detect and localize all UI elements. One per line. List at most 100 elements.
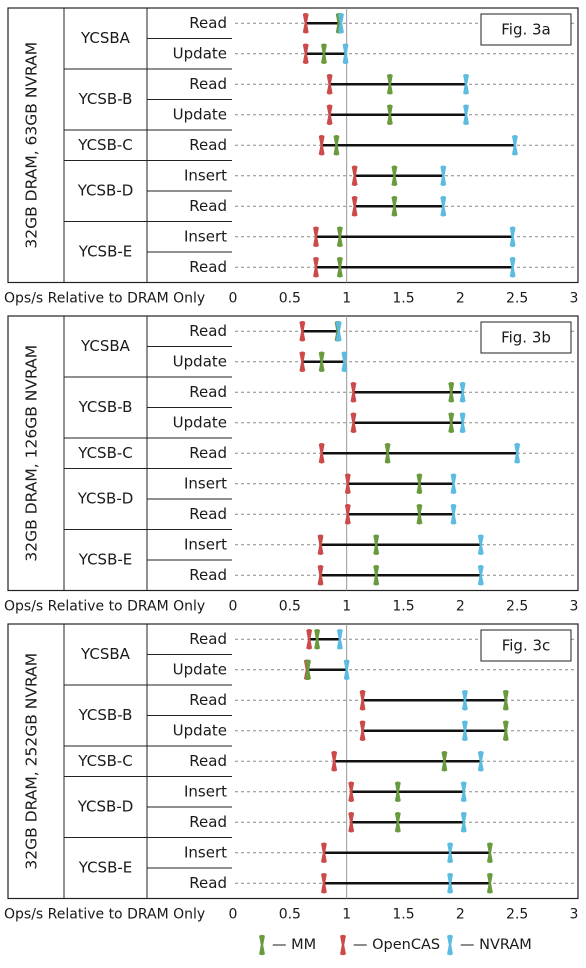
operation-label: Read	[189, 75, 227, 93]
mm-marker	[384, 442, 391, 464]
operation-label: Insert	[184, 227, 227, 245]
opencas-marker	[348, 811, 355, 833]
x-tick-label: 3	[570, 599, 579, 615]
chart-panel-3: 32GB DRAM, 252GB NVRAM YCSBA YCSB-B YCSB-C Y…	[4, 623, 579, 923]
x-tick-label: 1	[342, 907, 351, 923]
group-label: 32GB DRAM, 126GB NVRAM	[23, 345, 41, 562]
operation-label: Insert	[184, 535, 227, 553]
nvram-marker	[477, 564, 484, 586]
x-tick-label: 1	[342, 599, 351, 615]
nvram-marker	[440, 165, 447, 187]
operation-label: Update	[173, 721, 227, 739]
nvram-marker	[341, 351, 348, 373]
opencas-marker	[348, 781, 355, 803]
x-axis-label: Ops/s Relative to DRAM Only	[4, 599, 205, 615]
nvram-legend-icon	[447, 934, 453, 956]
nvram-marker	[447, 872, 454, 894]
workload-label: YCSB-C	[77, 444, 133, 462]
opencas-marker	[317, 564, 324, 586]
opencas-marker	[302, 12, 309, 34]
mm-marker	[373, 534, 380, 556]
x-tick-label: 0.5	[279, 907, 301, 923]
x-tick-label: 2	[456, 291, 465, 307]
x-tick-label: 0	[229, 291, 238, 307]
mm-marker	[386, 73, 393, 95]
operation-label: Update	[173, 660, 227, 678]
mm-marker	[314, 628, 321, 650]
x-tick-label: 1	[342, 291, 351, 307]
x-tick-label: 3	[570, 291, 579, 307]
nvram-marker	[460, 781, 467, 803]
operation-label: Read	[189, 136, 227, 154]
nvram-marker	[338, 12, 344, 34]
chart-panel-1: 32GB DRAM, 63GB NVRAM YCSBA YCSB-B YCSB-C YC…	[4, 7, 579, 307]
legend-label: — OpenCAS	[353, 937, 440, 953]
nvram-marker	[450, 473, 457, 495]
x-axis-label: Ops/s Relative to DRAM Only	[4, 907, 205, 923]
nvram-marker	[450, 503, 457, 525]
nvram-marker	[461, 720, 468, 742]
nvram-marker	[460, 811, 467, 833]
operation-label: Update	[173, 105, 227, 123]
nvram-marker	[514, 442, 521, 464]
mm-marker	[391, 165, 398, 187]
opencas-marker	[313, 256, 319, 278]
opencas-marker	[317, 534, 324, 556]
panel-frame	[7, 315, 579, 592]
nvram-marker	[336, 628, 343, 650]
x-tick-label: 0.5	[279, 599, 301, 615]
operation-label: Insert	[184, 166, 227, 184]
operation-label: Read	[189, 14, 227, 32]
mm-marker	[502, 720, 509, 742]
opencas-marker	[302, 43, 309, 65]
x-axis-label: Ops/s Relative to DRAM Only	[4, 291, 205, 307]
workload-label: YCSB-B	[78, 398, 133, 416]
chart-panel-2: 32GB DRAM, 126GB NVRAM YCSBA YCSB-B YCSB-C Y…	[4, 315, 579, 615]
operation-label: Read	[189, 197, 227, 215]
operation-label: Read	[189, 813, 227, 831]
workload-label: YCSBA	[80, 337, 131, 355]
opencas-marker	[306, 628, 313, 650]
nvram-marker	[463, 104, 469, 126]
operation-label: Insert	[184, 782, 227, 800]
x-tick-label: 2	[456, 907, 465, 923]
panel-frame	[7, 7, 579, 284]
opencas-marker	[313, 226, 319, 248]
operation-label: Insert	[184, 474, 227, 492]
nvram-marker	[511, 134, 518, 156]
x-tick-label: 0.5	[279, 291, 301, 307]
operation-label: Read	[189, 322, 227, 340]
nvram-marker	[459, 381, 466, 403]
x-tick-label: 1.5	[392, 907, 414, 923]
legend: — MM — OpenCAS — NVRAM	[259, 934, 532, 956]
nvram-marker	[343, 659, 350, 681]
nvram-marker	[477, 750, 484, 772]
mm-marker	[305, 659, 311, 681]
opencas-marker	[299, 320, 306, 342]
operation-label: Read	[189, 874, 227, 892]
legend-label: — MM	[272, 937, 316, 953]
mm-legend-icon	[259, 934, 265, 956]
workload-label: YCSB-B	[78, 90, 133, 108]
mm-marker	[391, 195, 398, 217]
mm-marker	[486, 842, 493, 864]
nvram-marker	[459, 412, 466, 434]
opencas-marker	[359, 720, 366, 742]
legend-label: — NVRAM	[460, 937, 532, 953]
x-tick-label: 2.5	[506, 599, 528, 615]
workload-label: YCSB-D	[77, 798, 134, 816]
operation-label: Read	[189, 505, 227, 523]
group-label: 32GB DRAM, 252GB NVRAM	[23, 653, 41, 870]
mm-marker	[318, 351, 325, 373]
workload-label: YCSB-E	[78, 859, 133, 877]
workload-label: YCSBA	[80, 645, 131, 663]
x-tick-label: 1.5	[392, 291, 414, 307]
opencas-marker	[350, 412, 357, 434]
opencas-marker	[299, 351, 306, 373]
x-tick-label: 2.5	[506, 291, 528, 307]
nvram-marker	[477, 534, 484, 556]
mm-marker	[448, 412, 455, 434]
nvram-marker	[447, 842, 454, 864]
workload-label: YCSB-E	[78, 551, 133, 569]
opencas-marker	[359, 689, 366, 711]
